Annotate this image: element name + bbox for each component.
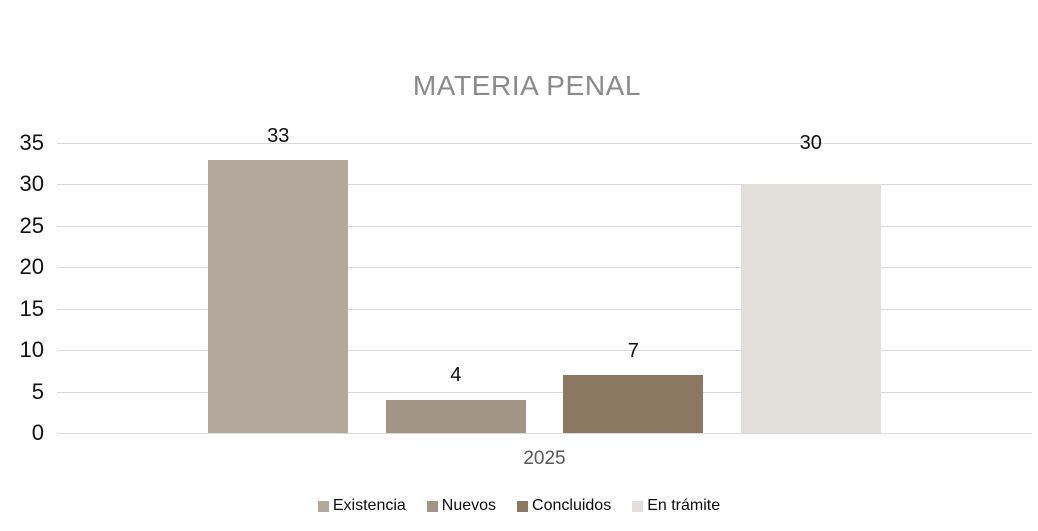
data-label: 30 (799, 132, 822, 155)
bar-en-trámite (740, 184, 881, 433)
gridline (57, 350, 1032, 352)
x-axis-category-label: 2025 (523, 448, 566, 469)
y-axis-tick-label: 25 (19, 212, 44, 238)
bar-nuevos (385, 399, 526, 433)
legend-item: En trámite (632, 497, 720, 515)
gridline (57, 143, 1032, 144)
legend-swatch-icon (517, 500, 529, 512)
data-label: 4 (450, 363, 462, 386)
gridline (57, 267, 1032, 269)
legend-label: Existencia (332, 497, 406, 514)
legend-label: En trámite (647, 497, 721, 514)
legend-label: Concluidos (532, 497, 612, 514)
legend-swatch-icon (317, 500, 329, 512)
plot-area: 33 4 7 30 (57, 125, 1032, 434)
gridline (57, 184, 1032, 186)
legend-swatch-icon (632, 500, 644, 512)
gridline (57, 225, 1032, 227)
legend: Existencia Nuevos Concluidos En trámite (0, 497, 1038, 515)
y-axis-tick-label: 5 (31, 378, 44, 404)
y-axis-tick-label: 0 (31, 420, 44, 445)
data-label: 7 (627, 340, 639, 362)
bar-concluidos (563, 375, 704, 433)
y-axis-tick-label: 30 (19, 171, 44, 197)
gridline (57, 433, 1032, 434)
y-axis-tick-label: 35 (19, 130, 44, 155)
y-axis-tick-label: 10 (19, 337, 44, 363)
data-label: 33 (267, 124, 290, 147)
bar-existencia (208, 159, 349, 433)
gridline (57, 308, 1032, 310)
legend-item: Nuevos (426, 497, 497, 515)
legend-item: Concluidos (517, 497, 611, 515)
y-axis-tick-label: 20 (19, 254, 44, 280)
y-axis-tick-label: 15 (19, 295, 44, 321)
legend-label: Nuevos (441, 497, 497, 514)
chart-title: MATERIA PENAL (412, 70, 642, 101)
legend-item: Existencia (317, 497, 406, 515)
legend-swatch-icon (426, 500, 438, 512)
y-axis: 0 5 10 15 20 25 30 35 (0, 0, 45, 531)
gridline (57, 391, 1032, 393)
